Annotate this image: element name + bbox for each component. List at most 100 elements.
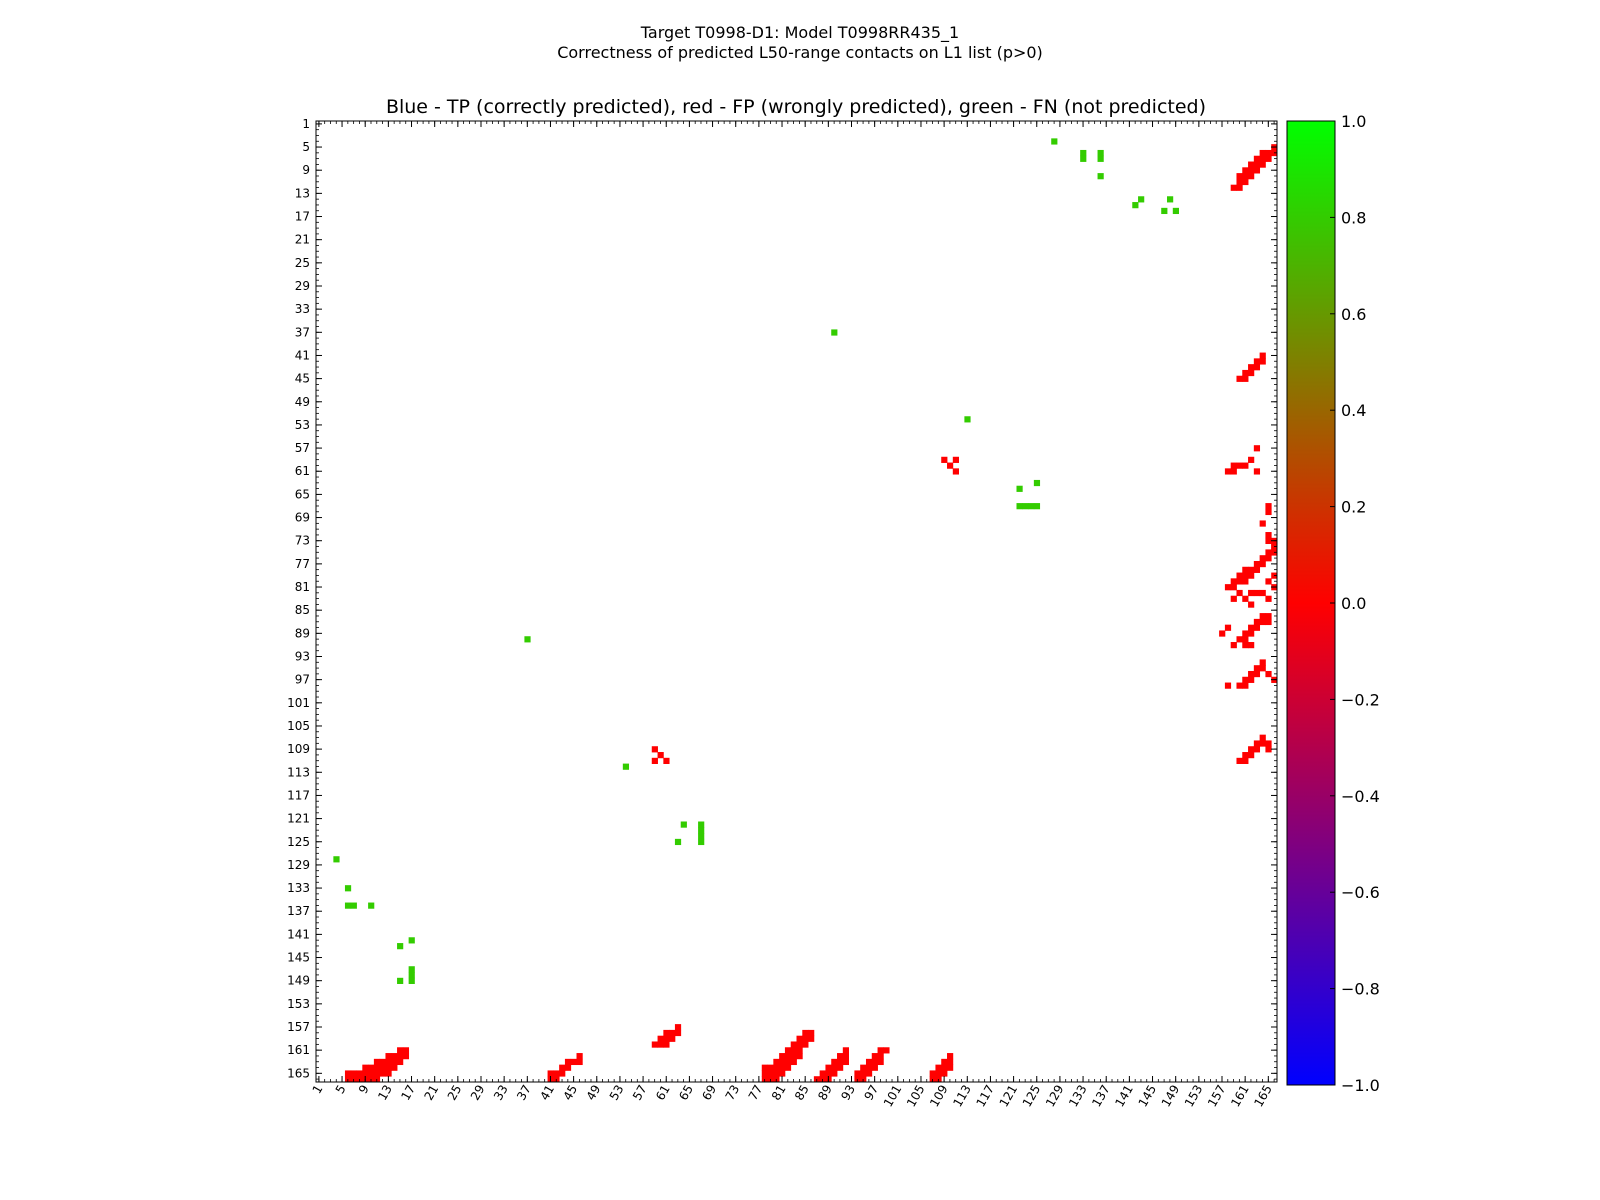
fp-cell bbox=[784, 1058, 792, 1066]
fp-cell bbox=[1248, 746, 1255, 753]
fp-cell bbox=[391, 1053, 398, 1060]
fn-cell bbox=[680, 821, 687, 828]
fp-cell bbox=[877, 1047, 884, 1054]
fp-cell bbox=[1242, 369, 1249, 377]
fp-cell bbox=[1248, 752, 1255, 759]
fp-cell bbox=[1253, 589, 1261, 597]
fp-cell bbox=[663, 1029, 670, 1037]
fp-cell bbox=[1265, 670, 1272, 678]
fp-cell bbox=[1259, 665, 1266, 672]
fp-cell bbox=[871, 1053, 878, 1060]
fp-cell bbox=[674, 1024, 682, 1031]
fp-cell bbox=[808, 1035, 815, 1042]
y-tick-label: 49 bbox=[295, 395, 310, 409]
fp-cell bbox=[952, 456, 959, 463]
fn-cell bbox=[1080, 149, 1087, 157]
fp-cell bbox=[1265, 149, 1272, 157]
y-tick-label: 157 bbox=[287, 1020, 310, 1034]
fn-cell bbox=[698, 827, 705, 834]
fn-cell bbox=[1172, 207, 1179, 215]
fp-cell bbox=[553, 1070, 560, 1077]
x-tick-label: 149 bbox=[1159, 1083, 1183, 1110]
x-tick-label: 33 bbox=[491, 1083, 511, 1103]
fn-cell bbox=[397, 977, 404, 984]
fp-cell bbox=[1248, 624, 1255, 631]
fp-cell bbox=[1230, 642, 1237, 649]
fp-cell bbox=[796, 1035, 803, 1042]
y-tick-label: 133 bbox=[287, 881, 310, 895]
x-tick-labels: 1 5 9 13 17 21 25 29 33 37 41 45 49 53 57 61 65 69 73 77 81 8… bbox=[310, 1083, 1275, 1110]
fp-cell bbox=[1253, 665, 1261, 672]
fp-cell bbox=[1224, 682, 1232, 689]
y-tick-label: 117 bbox=[287, 788, 310, 802]
fn-cell bbox=[344, 885, 352, 892]
fp-cell bbox=[1236, 173, 1243, 180]
fp-cell bbox=[373, 1070, 381, 1077]
y-tick-label: 93 bbox=[295, 649, 310, 663]
x-tick-label: 93 bbox=[838, 1083, 858, 1103]
plot-frame bbox=[315, 120, 1278, 1083]
fp-cell bbox=[929, 1070, 936, 1077]
fp-cell bbox=[779, 1064, 786, 1071]
y-tick-label: 29 bbox=[295, 279, 310, 293]
fp-cell bbox=[1248, 572, 1255, 579]
fp-cell bbox=[397, 1058, 404, 1066]
fp-cell bbox=[1259, 740, 1266, 747]
colorbar-tick-label: 0.6 bbox=[1341, 305, 1366, 324]
y-tick-label: 129 bbox=[287, 858, 310, 872]
fp-cell bbox=[1259, 149, 1266, 157]
fp-cell bbox=[1259, 161, 1266, 168]
colorbar-tick-label: −0.4 bbox=[1341, 787, 1380, 806]
fp-cell bbox=[1259, 155, 1266, 162]
x-tick-label: 81 bbox=[769, 1083, 789, 1103]
fp-cell bbox=[941, 456, 948, 463]
fp-cell bbox=[1242, 636, 1249, 643]
x-tick-label: 165 bbox=[1251, 1083, 1275, 1110]
fp-cell bbox=[773, 1058, 780, 1066]
fp-cell bbox=[947, 1058, 954, 1066]
fp-cell bbox=[947, 462, 954, 469]
fp-cell bbox=[1242, 572, 1249, 579]
fp-cell bbox=[1242, 462, 1249, 469]
y-tick-label: 121 bbox=[287, 812, 310, 826]
fp-cell bbox=[1265, 155, 1272, 162]
fp-cell bbox=[935, 1070, 942, 1077]
fp-cell bbox=[1230, 578, 1237, 585]
fp-cell bbox=[773, 1064, 780, 1071]
fp-cell bbox=[1224, 468, 1232, 475]
fp-cell bbox=[1253, 670, 1261, 678]
x-tick-label: 9 bbox=[356, 1083, 372, 1097]
y-tick-label: 37 bbox=[295, 325, 310, 339]
fp-cell bbox=[1242, 752, 1249, 759]
fp-cell bbox=[1253, 618, 1261, 626]
y-tick-label: 109 bbox=[287, 742, 310, 756]
suptitle-line-1: Target T0998-D1: Model T0998RR435_1 bbox=[640, 23, 959, 43]
colorbar-ticks: 1.0 0.8 0.6 0.4 0.2 0.0 −0.2 −0.4 −0.6 −0.8 −1.0 bbox=[1330, 112, 1380, 1095]
fp-cell bbox=[1259, 358, 1266, 365]
fn-cell bbox=[524, 636, 531, 643]
fp-cell bbox=[1242, 173, 1249, 180]
x-tick-label: 25 bbox=[445, 1083, 465, 1103]
fp-cell bbox=[860, 1064, 867, 1071]
fp-cell bbox=[379, 1070, 386, 1077]
fp-cell bbox=[1265, 578, 1272, 585]
fp-cell bbox=[831, 1064, 838, 1071]
y-tick-label: 113 bbox=[287, 765, 310, 779]
fp-cell bbox=[1242, 595, 1249, 602]
y-tick-label: 21 bbox=[295, 233, 310, 247]
y-tick-label: 13 bbox=[295, 186, 310, 200]
fp-cell bbox=[1253, 445, 1261, 452]
fn-cell bbox=[1016, 503, 1023, 510]
fp-cell bbox=[865, 1058, 873, 1066]
colorbar-tick-label: 0.2 bbox=[1341, 498, 1366, 517]
x-tick-label: 69 bbox=[699, 1083, 719, 1103]
x-tick-label: 141 bbox=[1112, 1083, 1136, 1110]
fn-cell bbox=[1097, 149, 1104, 157]
fp-cell bbox=[1265, 740, 1272, 747]
colorbar-tick-label: −1.0 bbox=[1341, 1076, 1380, 1095]
y-tick-label: 9 bbox=[302, 163, 310, 177]
fn-cell bbox=[408, 977, 415, 984]
fn-cell bbox=[1132, 202, 1139, 209]
colorbar-tick-label: 0.8 bbox=[1341, 208, 1366, 227]
fp-cell bbox=[819, 1070, 826, 1077]
